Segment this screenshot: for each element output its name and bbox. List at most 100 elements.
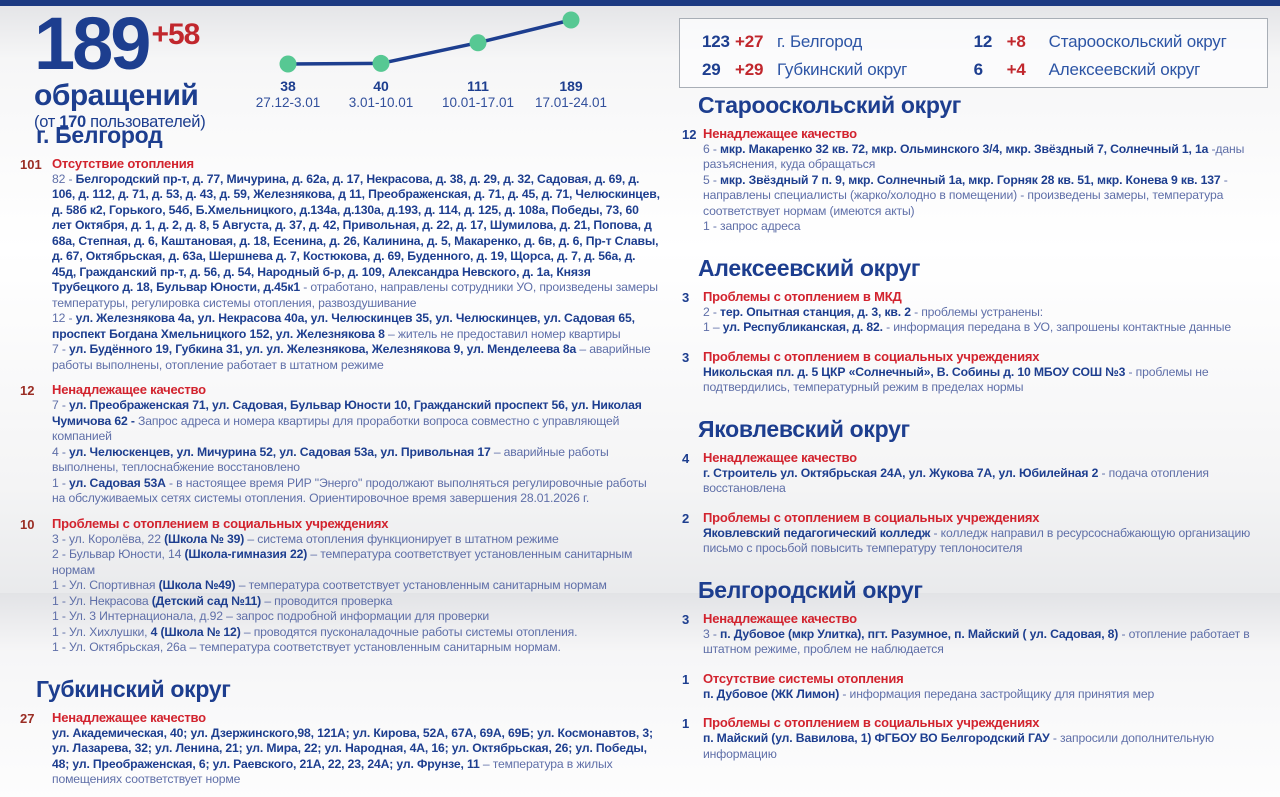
section-count: 3 xyxy=(682,611,690,627)
status-text: - информация передана в УО, запрошены ко… xyxy=(882,320,1232,335)
status-text: – температура соответствует установленны… xyxy=(52,547,633,577)
summary-name: г. Белгород xyxy=(777,31,863,51)
address-text: (Школа №49) xyxy=(158,578,236,593)
summary-row: 12 +8 Старооскольский округ xyxy=(974,29,1267,54)
paragraph: 3 - ул. Королёва, 22 (Школа № 39) – сист… xyxy=(52,532,660,547)
summary-row: 29 +29 Губкинский округ xyxy=(702,57,974,82)
address-text: (Школа-гимназия 22) xyxy=(184,547,308,562)
status-text: 6 - xyxy=(703,142,721,156)
section: 10 Проблемы с отоплением в социальных учр… xyxy=(20,516,660,656)
chart-value-label: 111 xyxy=(467,78,489,94)
chart-range-label: 10.01-17.01 xyxy=(441,95,515,110)
status-text: – проводятся пусконаладочные работы сист… xyxy=(240,624,578,639)
summary-col-2: 12 +8 Старооскольский округ 6 +4 Алексее… xyxy=(974,29,1267,87)
summary-count: 12 xyxy=(973,31,993,51)
address-text: ул. Железнякова 4а, ул. Некрасова 40а, у… xyxy=(52,311,635,341)
section: 27 Ненадлежащее качество ул. Академическая… xyxy=(20,710,660,788)
paragraph: 6 - мкр. Макаренко 32 кв. 72, мкр. Ольми… xyxy=(703,142,1268,173)
section: 3 Ненадлежащее качество 3 - п. Дубовое (мк… xyxy=(682,611,1268,658)
status-text: - информация передана застройщику для пр… xyxy=(839,686,1155,701)
kpi-users-suffix: пользователей) xyxy=(85,112,206,131)
section: 12 Ненадлежащее качество 6 - мкр. Макаренк… xyxy=(682,126,1268,235)
summary-delta: +29 xyxy=(735,59,764,79)
address-text: Белгородский пр-т, д. 77, Мичурина, д. 6… xyxy=(52,172,660,295)
section: 12 Ненадлежащее качество 7 - ул. Преображе… xyxy=(20,382,660,506)
paragraph: 1 - ул. Садовая 53А - в настоящее время … xyxy=(52,476,660,507)
section: 1 Проблемы с отоплением в социальных учре… xyxy=(682,715,1268,762)
kpi-total-row: 189 +58 xyxy=(34,6,205,80)
paragraph: 1 - Ул. 3 Интернационала, д.92 – запрос … xyxy=(52,609,660,624)
weekly-trend-chart: 38 27.12-3.01 40 3.01-10.01 111 10.01-17.01 18… xyxy=(240,4,650,116)
address-text: мкр. Звёздный 7 п. 9, мкр. Солнечный 1а,… xyxy=(720,172,1221,187)
kpi-users-prefix: (от xyxy=(34,112,60,131)
chart-range-label: 27.12-3.01 xyxy=(255,95,321,110)
section-title: Проблемы с отоплением в МКД xyxy=(703,288,902,304)
paragraph: 2 - Бульвар Юности, 14 (Школа-гимназия 2… xyxy=(52,547,660,578)
section-count: 27 xyxy=(20,710,35,726)
section-title: Отсутствие системы отопления xyxy=(703,670,904,686)
status-text: - в настоящее время РИР "Энерго" продолж… xyxy=(52,475,647,506)
paragraph: 1 - запрос адреса xyxy=(703,219,1268,234)
paragraph: 1 – ул. Республиканская, д. 82. - информ… xyxy=(703,320,1268,335)
address-text: мкр. Макаренко 32 кв. 72, мкр. Ольминско… xyxy=(720,142,1209,156)
status-text: 1 – xyxy=(703,320,723,335)
section-count: 1 xyxy=(682,671,690,687)
status-text: - направлены специалисты (жарко/холодно … xyxy=(703,172,1228,218)
status-text: 1 - Ул. Спортивная xyxy=(52,578,159,593)
paragraph: Никольская пл. д. 5 ЦКР «Солнечный», В. … xyxy=(703,365,1268,396)
section-body: Проблемы с отоплением в социальных учреж… xyxy=(703,349,1268,396)
section-body: Ненадлежащее качество 7 - ул. Преображенс… xyxy=(52,382,660,506)
status-text: – температура соответствует установленны… xyxy=(235,578,607,593)
paragraph: 1 - Ул. Октябрьская, 26а – температура с… xyxy=(52,640,660,655)
section: 3 Проблемы с отоплением в МКД 2 - тер. Опы… xyxy=(682,289,1268,336)
summary-name: Старооскольский округ xyxy=(1048,31,1227,51)
address-text: Яковлевский педагогический колледж xyxy=(703,525,931,540)
paragraph: 7 - ул. Будённого 19, Губкина 31, ул. ул… xyxy=(52,342,660,373)
section-count: 1 xyxy=(682,716,690,732)
paragraph: п. Дубовое (ЖК Лимон) - информация перед… xyxy=(703,687,1268,702)
address-text: п. Дубовое (мкр Улитка), пгт. Разумное, … xyxy=(720,626,1119,641)
status-text: 1 - запрос адреса xyxy=(703,219,801,234)
chart-range-label: 3.01-10.01 xyxy=(348,95,414,110)
status-text: 4 - xyxy=(52,444,70,459)
address-text: п. Майский (ул. Вавилова, 1) ФГБОУ ВО Бе… xyxy=(703,731,1050,746)
address-text: 4 (Школа № 12) xyxy=(150,624,241,639)
trend-line-svg xyxy=(279,11,580,73)
section-title: Отсутствие отопления xyxy=(52,156,194,171)
kpi-label: обращений xyxy=(34,79,199,113)
kpi-users-count: 170 xyxy=(59,112,86,131)
section-count: 3 xyxy=(682,289,690,305)
chart-value-label: 189 xyxy=(559,78,583,94)
status-text: 82 - xyxy=(52,172,76,186)
region-heading: Старооскольский округ xyxy=(698,92,962,118)
status-text: 12 - xyxy=(52,311,76,326)
status-text: – аварийные работы выполнены, отопление … xyxy=(52,342,651,372)
address-text: п. Дубовое (ЖК Лимон) xyxy=(703,686,840,701)
summary-name: Губкинский округ xyxy=(777,59,908,79)
section-body: Ненадлежащее качество г. Строитель ул. Ок… xyxy=(703,450,1268,497)
section-body: Ненадлежащее качество 3 - п. Дубовое (мкр… xyxy=(703,611,1268,658)
section-title: Ненадлежащее качество xyxy=(52,382,206,398)
status-text: 3 - xyxy=(703,626,721,641)
paragraph: ул. Академическая, 40; ул. Дзержинского,… xyxy=(52,726,660,788)
status-text: 1 - Ул. Некрасова xyxy=(52,593,152,608)
paragraph: Яковлевский педагогический колледж - кол… xyxy=(703,526,1268,557)
section-title: Ненадлежащее качество xyxy=(703,610,857,626)
paragraph: 1 - Ул. Некрасова (Детский сад №11) – пр… xyxy=(52,594,660,609)
paragraph: 1 - Ул. Хихлушки, 4 (Школа № 12) – прово… xyxy=(52,625,660,640)
summary-name: Алексеевский округ xyxy=(1048,59,1201,79)
chart-point xyxy=(469,34,487,52)
summary-row: 123 +27 г. Белгород xyxy=(702,29,974,54)
address-text: ул. Челюскенцев, ул. Мичурина 52, ул. Са… xyxy=(69,444,491,459)
status-text: - подача отопления восстановлена xyxy=(703,465,1209,496)
section: 4 Ненадлежащее качество г. Строитель ул. О… xyxy=(682,450,1268,497)
section-title: Проблемы с отоплением в социальных учреж… xyxy=(703,715,1040,731)
status-text: 7 - xyxy=(52,398,70,413)
section-count: 12 xyxy=(20,383,35,399)
summary-count: 29 xyxy=(702,59,721,79)
section-title: Ненадлежащее качество xyxy=(703,449,857,465)
section-body: Ненадлежащее качество 6 - мкр. Макаренко … xyxy=(703,126,1268,235)
right-column: Старооскольский округ 12 Ненадлежащее каче… xyxy=(682,92,1268,775)
section-body: Проблемы с отоплением в социальных учреж… xyxy=(703,510,1268,557)
paragraph: 1 - Ул. Спортивная (Школа №49) – темпера… xyxy=(52,578,660,593)
